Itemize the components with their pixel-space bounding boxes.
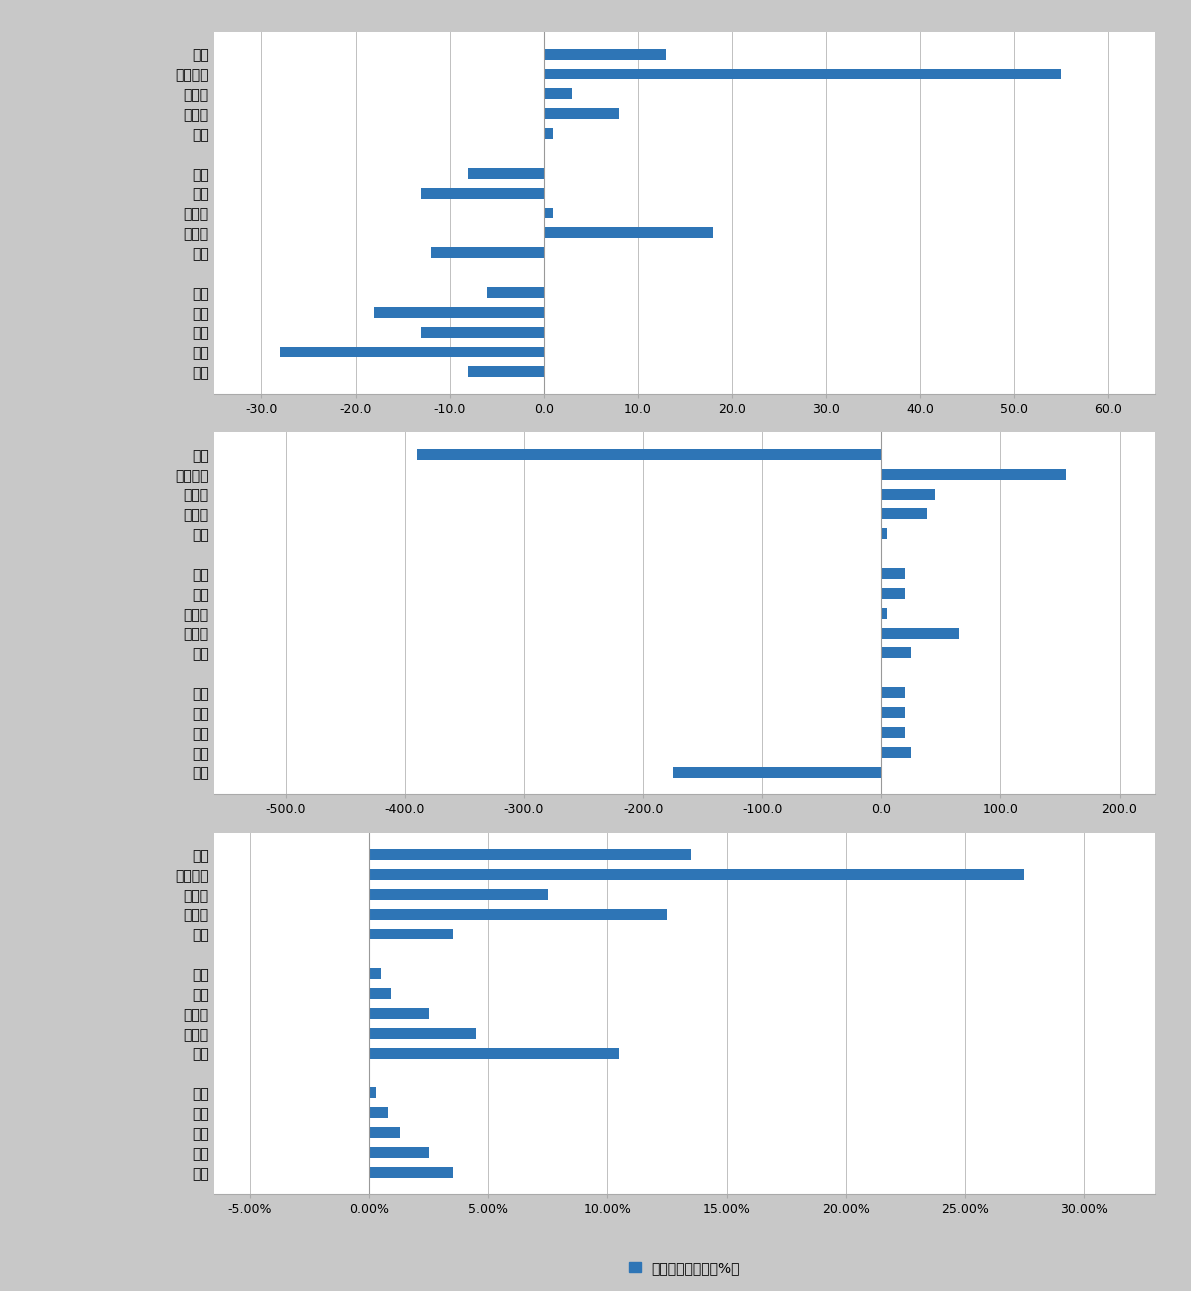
Bar [543,68,1061,80]
Bar [881,608,887,618]
Bar [881,469,1066,480]
Bar [369,909,667,919]
Bar [369,1087,376,1099]
Bar [543,108,619,119]
Bar [543,128,553,139]
Legend: YTD (bp): YTD (bp) [638,855,731,880]
Bar [881,627,959,639]
Bar [369,888,548,900]
Bar [369,988,391,999]
Bar [673,767,881,777]
Bar [369,1028,476,1039]
Bar [881,727,905,738]
Bar [543,227,713,239]
Bar [543,49,666,59]
Bar [369,1108,388,1118]
Bar [881,687,905,698]
Bar [369,1167,453,1177]
Bar [881,488,935,500]
Bar [280,346,543,358]
Bar [881,587,905,599]
Bar [422,327,543,338]
Bar [881,568,905,578]
Bar [881,648,911,658]
Bar [369,968,381,979]
Bar [369,849,691,860]
Bar [881,746,911,758]
Bar [369,1127,400,1139]
Bar [431,248,543,258]
Bar [369,1008,429,1019]
Bar [468,367,543,377]
Bar [543,208,553,218]
Bar [417,449,881,460]
Bar [543,88,572,99]
Bar [369,869,1024,880]
Bar [487,287,543,298]
Bar [369,928,453,940]
Bar [374,307,543,318]
Legend: 当前国债收益率（%）: 当前国债收益率（%） [624,1255,746,1281]
Legend: 上周国家国债收益变化（BP）: 上周国家国债收益变化（BP） [609,454,761,480]
Bar [422,187,543,199]
Bar [369,1146,429,1158]
Bar [369,1048,619,1059]
Bar [881,707,905,718]
Bar [881,509,927,519]
Bar [881,528,887,540]
Bar [468,168,543,178]
